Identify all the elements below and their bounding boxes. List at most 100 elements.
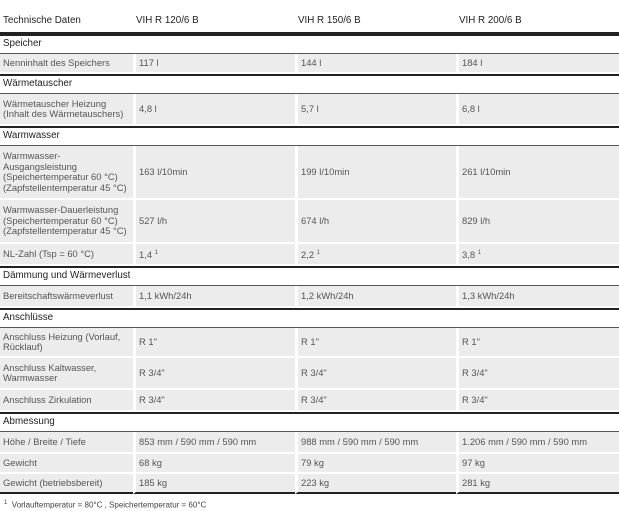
table-row: Wärmetauscher Heizung (Inhalt des Wärmet… [0, 94, 619, 126]
value-text: R 1" [139, 335, 157, 347]
value-text: R 3/4" [301, 393, 327, 405]
table-row: Warmwasser-Dauerleistung (Speichertemper… [0, 200, 619, 244]
technical-data-table: Technische Daten VIH R 120/6 B VIH R 150/6… [0, 10, 619, 494]
value-text: R 3/4" [139, 393, 165, 405]
table-row: Gewicht 68 kg 79 kg 97 kg [0, 454, 619, 474]
value-text: R 3/4" [462, 393, 488, 405]
section-header: Dämmung und Wärmeverlust [0, 266, 619, 286]
cell-value: 163 l/10min [133, 146, 295, 200]
table-row: Höhe / Breite / Tiefe 853 mm / 590 mm / 5… [0, 432, 619, 454]
table-header: Technische Daten VIH R 120/6 B VIH R 150/6… [0, 10, 619, 34]
cell-value: 1,1 kWh/24h [133, 286, 295, 308]
value-text: 184 l [462, 56, 483, 68]
value-text: 988 mm / 590 mm / 590 mm [301, 435, 419, 447]
value-text: R 3/4" [301, 366, 327, 378]
cell-value: 1,4 1 [133, 244, 295, 266]
value-text: 223 kg [301, 476, 330, 488]
value-text: 185 kg [139, 476, 168, 488]
value-text: R 3/4" [462, 366, 488, 378]
cell-value: 79 kg [295, 454, 456, 474]
table-row: Gewicht (betriebsbereit) 185 kg 223 kg 281 … [0, 474, 619, 494]
cell-value: 223 kg [295, 474, 456, 494]
footnote-ref: 1 [477, 249, 481, 256]
cell-value: 1,2 kWh/24h [295, 286, 456, 308]
footnote-mark: 1 [4, 500, 8, 506]
value-text: 1.206 mm / 590 mm / 590 mm [462, 435, 588, 447]
cell-value: 1,3 kWh/24h [456, 286, 619, 308]
row-label: Gewicht [0, 454, 133, 474]
value-text: R 1" [301, 335, 319, 347]
cell-value: 97 kg [456, 454, 619, 474]
section-title: Speicher [0, 34, 619, 54]
section-title: Dämmung und Wärmeverlust [0, 266, 619, 286]
section-title: Abmessung [0, 412, 619, 432]
row-label: Anschluss Zirkulation [0, 390, 133, 412]
cell-value: 674 l/h [295, 200, 456, 244]
row-label: Anschluss Kaltwasser, Warmwasser [0, 358, 133, 390]
row-label: Wärmetauscher Heizung (Inhalt des Wärmet… [0, 94, 133, 126]
row-label: NL-Zahl (Tsp = 60 °C) [0, 244, 133, 266]
value-text: 1,4 [139, 248, 153, 260]
value-text: 527 l/h [139, 214, 168, 226]
table-row: NL-Zahl (Tsp = 60 °C) 1,4 1 2,2 1 3,8 1 [0, 244, 619, 266]
footnote-ref: 1 [154, 249, 158, 256]
cell-value: R 3/4" [295, 358, 456, 390]
value-text: 1,2 kWh/24h [301, 289, 354, 301]
cell-value: 199 l/10min [295, 146, 456, 200]
value-text: R 3/4" [139, 366, 165, 378]
cell-value: R 1" [456, 328, 619, 358]
table-row: Anschluss Kaltwasser, Warmwasser R 3/4" R … [0, 358, 619, 390]
value-text: 261 l/10min [462, 165, 511, 177]
cell-value: 3,8 1 [456, 244, 619, 266]
table-row: Warmwasser-Ausgangsleistung (Speichertem… [0, 146, 619, 200]
footnote-ref: 1 [316, 249, 320, 256]
value-text: 3,8 [462, 248, 476, 260]
cell-value: 829 l/h [456, 200, 619, 244]
section-header: Warmwasser [0, 126, 619, 146]
value-text: 163 l/10min [139, 165, 188, 177]
cell-value: 261 l/10min [456, 146, 619, 200]
section-header: Speicher [0, 34, 619, 54]
row-label: Höhe / Breite / Tiefe [0, 432, 133, 454]
cell-value: 527 l/h [133, 200, 295, 244]
column-header-model: VIH R 150/6 B [295, 10, 456, 34]
cell-value: 68 kg [133, 454, 295, 474]
value-text: 674 l/h [301, 214, 330, 226]
cell-value: 6,8 l [456, 94, 619, 126]
cell-value: R 1" [295, 328, 456, 358]
cell-value: 281 kg [456, 474, 619, 494]
section-header: Wärmetauscher [0, 74, 619, 94]
section-title: Wärmetauscher [0, 74, 619, 94]
value-text: 68 kg [139, 456, 162, 468]
cell-value: 184 l [456, 54, 619, 74]
table-row: Anschluss Zirkulation R 3/4" R 3/4" R 3/4" [0, 390, 619, 412]
row-label: Bereitschaftswärmeverlust [0, 286, 133, 308]
cell-value: 853 mm / 590 mm / 590 mm [133, 432, 295, 454]
value-text: 281 kg [462, 476, 491, 488]
value-text: 117 l [139, 56, 159, 68]
cell-value: R 3/4" [133, 390, 295, 412]
table-row: Bereitschaftswärmeverlust 1,1 kWh/24h 1,2 … [0, 286, 619, 308]
value-text: 1,1 kWh/24h [139, 289, 192, 301]
footnote: 1 Vorlauftemperatur = 80°C , Speichertem… [4, 498, 619, 511]
column-header-label: Technische Daten [0, 10, 133, 34]
cell-value: R 3/4" [133, 358, 295, 390]
cell-value: 5,7 l [295, 94, 456, 126]
cell-value: 117 l [133, 54, 295, 74]
column-header-model: VIH R 120/6 B [133, 10, 295, 34]
cell-value: 2,2 1 [295, 244, 456, 266]
value-text: 2,2 [301, 248, 315, 260]
cell-value: R 3/4" [295, 390, 456, 412]
cell-value: 185 kg [133, 474, 295, 494]
cell-value: 1.206 mm / 590 mm / 590 mm [456, 432, 619, 454]
section-header: Abmessung [0, 412, 619, 432]
cell-value: 988 mm / 590 mm / 590 mm [295, 432, 456, 454]
value-text: 829 l/h [462, 214, 491, 226]
table-row: Nenninhalt des Speichers 117 l 144 l 184 l [0, 54, 619, 74]
value-text: 79 kg [301, 456, 324, 468]
value-text: 5,7 l [301, 102, 319, 114]
value-text: 1,3 kWh/24h [462, 289, 515, 301]
cell-value: R 3/4" [456, 390, 619, 412]
cell-value: R 1" [133, 328, 295, 358]
